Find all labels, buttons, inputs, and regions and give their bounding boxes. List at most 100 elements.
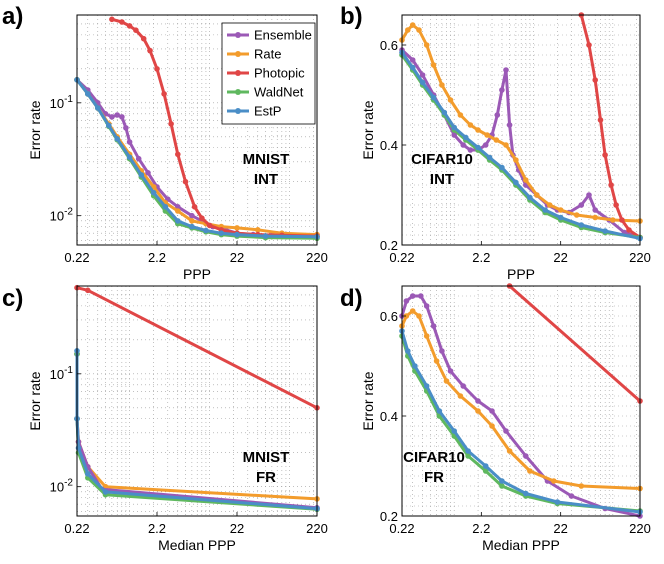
data-point-ensemble	[419, 72, 426, 78]
data-point-estp	[451, 124, 458, 131]
x-tick-label: 22	[553, 521, 567, 536]
x-tick-label: 2.2	[472, 521, 490, 536]
y-tick-label: 0.2	[380, 509, 398, 524]
data-point-ensemble	[145, 170, 151, 176]
data-point-rate	[475, 127, 481, 133]
data-point-rate	[557, 207, 564, 213]
x-tick-label: 220	[306, 250, 328, 265]
data-point-photopic	[592, 77, 598, 83]
legend-marker-waldnet	[235, 89, 241, 95]
data-point-rate	[546, 202, 553, 208]
data-point-photopic	[199, 215, 205, 221]
data-point-rate	[513, 157, 519, 163]
data-point-rate	[457, 112, 464, 118]
y-tick-label: 10-1	[50, 365, 74, 382]
data-point-estp	[85, 91, 91, 97]
panel-annotation: CIFAR10	[411, 151, 473, 168]
panel-c: 0.22 2.2 22 220 10-2 10-1 Median PPP Error rate…	[2, 284, 328, 553]
data-point-estp	[513, 179, 519, 186]
x-tick-label: 2.2	[148, 250, 166, 265]
panel-letter: d)	[340, 285, 363, 312]
x-tick-label: 220	[306, 521, 328, 536]
data-point-ensemble	[467, 147, 474, 153]
data-point-photopic	[154, 66, 160, 72]
data-point-ensemble	[460, 142, 467, 148]
data-point-estp	[405, 348, 411, 354]
data-point-estp	[436, 408, 443, 414]
data-point-rate	[403, 313, 410, 319]
data-point-photopic	[586, 42, 592, 48]
legend-entry: Rate	[254, 47, 281, 62]
panel-letter: c)	[2, 285, 23, 312]
x-tick-label: 22	[230, 250, 244, 265]
y-axis-label: Error rate	[27, 371, 43, 430]
x-tick-label: 0.22	[389, 250, 414, 265]
x-axis-label: PPP	[183, 266, 211, 282]
data-point-ensemble	[489, 408, 495, 414]
data-point-rate	[527, 468, 533, 474]
data-point-rate	[578, 483, 585, 489]
data-point-estp	[430, 94, 437, 101]
data-point-ensemble	[119, 114, 125, 120]
data-point-rate	[467, 122, 474, 128]
data-point-rate	[416, 313, 422, 319]
data-point-rate	[254, 227, 261, 233]
data-point-ensemble	[123, 125, 129, 131]
data-point-photopic	[85, 287, 91, 294]
data-point-rate	[489, 423, 495, 429]
data-point-estp	[102, 489, 109, 495]
x-tick-label: 0.22	[64, 250, 89, 265]
data-point-estp	[234, 231, 240, 238]
data-point-photopic	[140, 35, 147, 42]
data-point-estp	[542, 207, 548, 213]
data-point-estp	[114, 136, 120, 142]
data-point-ensemble	[523, 453, 529, 459]
x-axis-label: Median PPP	[482, 537, 560, 553]
y-tick-label: 10-2	[50, 478, 74, 495]
data-point-ensemble	[409, 293, 416, 299]
data-point-photopic	[109, 16, 115, 23]
series-line-photopic	[508, 284, 641, 403]
panel-annotation: INT	[254, 171, 278, 188]
panel-annotation: INT	[430, 171, 454, 188]
data-point-ensemble	[126, 139, 133, 145]
data-point-estp	[465, 448, 471, 454]
data-point-photopic	[126, 23, 133, 29]
data-point-rate	[430, 62, 437, 68]
data-point-ensemble	[568, 493, 575, 499]
legend-entry: WaldNet	[254, 85, 304, 100]
y-tick-label: 0.6	[380, 38, 398, 53]
data-point-estp	[463, 134, 469, 141]
data-point-rate	[503, 142, 509, 148]
panel-d: 0.22 2.2 22 220 0.2 0.4 0.6 Median PPP Error rat…	[340, 283, 651, 553]
y-axis-label: Error rate	[360, 100, 376, 159]
data-point-rate	[409, 308, 416, 314]
data-point-estp	[150, 189, 157, 196]
x-tick-label: 22	[230, 521, 244, 536]
data-point-estp	[162, 204, 169, 210]
data-point-estp	[475, 144, 481, 151]
y-axis-label: Error rate	[27, 100, 43, 159]
legend-marker-ensemble	[235, 32, 241, 38]
data-point-photopic	[613, 202, 619, 208]
data-point-estp	[602, 228, 608, 234]
data-point-ensemble	[451, 132, 458, 138]
data-point-rate	[475, 408, 481, 414]
data-point-photopic	[597, 117, 604, 123]
data-point-photopic	[119, 19, 125, 25]
data-point-rate	[175, 208, 181, 214]
data-point-photopic	[206, 222, 213, 229]
x-tick-label: 0.22	[389, 521, 414, 536]
data-point-ensemble	[135, 155, 142, 162]
data-point-estp	[95, 105, 101, 111]
data-point-estp	[441, 109, 448, 116]
data-point-photopic	[175, 151, 181, 158]
data-point-ensemble	[109, 114, 115, 120]
data-point-estp	[423, 383, 430, 389]
data-point-rate	[534, 192, 540, 198]
panel-letter: b)	[340, 3, 363, 30]
data-point-photopic	[608, 182, 614, 188]
data-point-rate	[189, 218, 195, 224]
legend-entry: Photopic	[254, 66, 305, 81]
